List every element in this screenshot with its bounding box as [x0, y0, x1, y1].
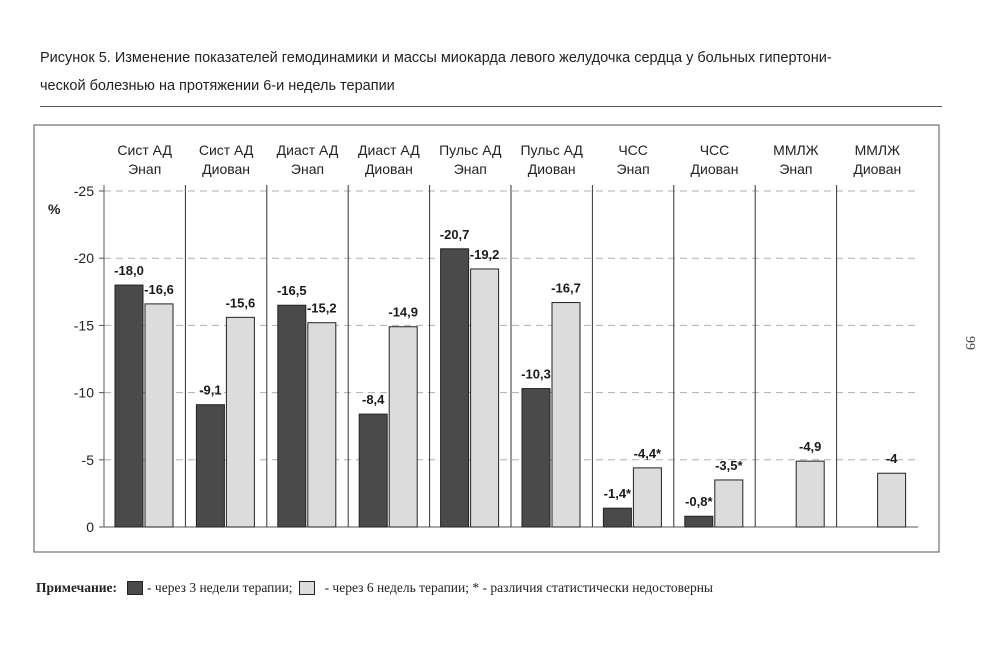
bar-6-weeks: [795, 460, 825, 528]
bar-6-weeks: [225, 316, 255, 528]
bar-6-weeks: [307, 322, 337, 528]
y-tick-label: -25: [74, 183, 94, 199]
category-label: Энап: [454, 161, 487, 177]
data-label-6-weeks: -3,5*: [715, 458, 743, 473]
legend-swatch-6-weeks: [298, 581, 315, 595]
y-tick-label: 0: [86, 519, 94, 535]
category-label: Диован: [528, 161, 576, 177]
category-label: Сист АД: [199, 142, 254, 158]
figure-caption: Рисунок 5. Изменение показателей гемодин…: [40, 44, 945, 100]
category-label: ЧСС: [618, 142, 648, 158]
chart-note: Примечание: - через 3 недели терапии; - …: [36, 580, 713, 596]
bar-6-weeks: [877, 472, 907, 528]
y-tick-label: -15: [74, 317, 94, 333]
category-label: Диован: [202, 161, 250, 177]
category-label: Диован: [853, 161, 901, 177]
data-label-3-weeks: -9,1: [199, 383, 221, 398]
y-axis-label: %: [48, 201, 61, 217]
category-label: Диован: [365, 161, 413, 177]
legend-text-6-weeks: - через 6 недель терапии; * - различия с…: [324, 580, 714, 595]
category-label: Диован: [691, 161, 739, 177]
bar-6-weeks: [144, 303, 174, 528]
category-label: Энап: [779, 161, 812, 177]
category-label: Сист АД: [117, 142, 172, 158]
data-label-6-weeks: -16,6: [144, 282, 174, 297]
category-label: ММЛЖ: [855, 142, 901, 158]
data-label-6-weeks: -15,6: [226, 295, 256, 310]
category-label: Пульс АД: [520, 142, 583, 158]
category-label: Энап: [128, 161, 161, 177]
data-label-6-weeks: -4: [886, 451, 898, 466]
chart-frame: [33, 124, 940, 553]
bar-3-weeks: [602, 507, 632, 528]
bar-6-weeks: [632, 467, 662, 528]
y-tick-label: -10: [74, 385, 94, 401]
caption-line-1: Рисунок 5. Изменение показателей гемодин…: [40, 50, 832, 66]
data-label-3-weeks: -10,3: [521, 367, 551, 382]
y-tick-label: -5: [82, 452, 95, 468]
bar-3-weeks: [684, 515, 714, 528]
bar-3-weeks: [195, 404, 225, 528]
category-label: ММЛЖ: [773, 142, 819, 158]
bar-6-weeks: [470, 268, 500, 528]
data-label-6-weeks: -19,2: [470, 247, 500, 262]
data-label-3-weeks: -8,4: [362, 392, 385, 407]
data-label-3-weeks: -0,8*: [685, 494, 713, 509]
data-label-6-weeks: -4,9: [799, 439, 821, 454]
category-label: Энап: [617, 161, 650, 177]
bar-3-weeks: [440, 248, 470, 528]
data-label-6-weeks: -15,2: [307, 301, 337, 316]
data-label-3-weeks: -1,4*: [604, 486, 632, 501]
bar-3-weeks: [114, 284, 144, 528]
bar-3-weeks: [358, 413, 388, 528]
page-number: 99: [962, 336, 977, 350]
data-label-6-weeks: -4,4*: [634, 446, 662, 461]
data-label-3-weeks: -20,7: [440, 227, 470, 242]
category-label: Диаст АД: [358, 142, 420, 158]
category-label: Пульс АД: [439, 142, 502, 158]
bar-3-weeks: [521, 388, 551, 528]
category-label: ЧСС: [700, 142, 730, 158]
bar-6-weeks: [714, 479, 744, 528]
note-label: Примечание:: [36, 580, 118, 595]
data-label-6-weeks: -14,9: [388, 305, 418, 320]
data-label-3-weeks: -18,0: [114, 263, 144, 278]
bar-6-weeks: [551, 302, 581, 528]
legend-text-3-weeks: - через 3 недели терапии;: [147, 580, 293, 595]
bar-6-weeks: [388, 326, 418, 528]
y-tick-label: -20: [74, 250, 94, 266]
caption-line-2: ческой болезнью на протяжении 6-и недель…: [40, 78, 395, 94]
data-label-6-weeks: -16,7: [551, 281, 581, 296]
category-label: Энап: [291, 161, 324, 177]
category-label: Диаст АД: [277, 142, 339, 158]
bar-3-weeks: [277, 304, 307, 528]
data-label-3-weeks: -16,5: [277, 283, 307, 298]
legend-swatch-3-weeks: [127, 581, 144, 595]
caption-rule: [40, 106, 942, 107]
